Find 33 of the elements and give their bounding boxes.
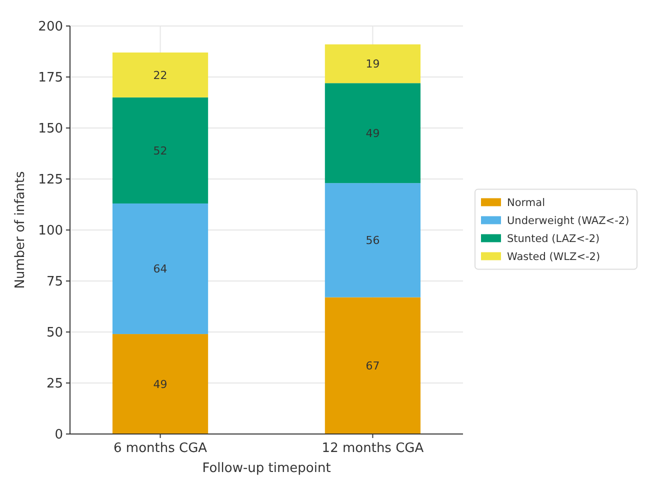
data-label: 67 bbox=[366, 360, 380, 373]
data-label: 64 bbox=[153, 262, 168, 276]
y-tick-label: 0 bbox=[54, 428, 63, 443]
bar bbox=[324, 44, 421, 84]
y-tick-label: 75 bbox=[46, 274, 63, 290]
data-label: 49 bbox=[366, 126, 380, 140]
data-label: 22 bbox=[153, 68, 168, 82]
bar bbox=[324, 83, 421, 184]
bar bbox=[112, 334, 208, 434]
bar bbox=[112, 52, 208, 98]
y-tick-label: 50 bbox=[46, 326, 63, 341]
y-tick-label: 25 bbox=[46, 376, 63, 392]
legend-label: Wasted (WLZ<-2) bbox=[507, 251, 600, 264]
data-label: 49 bbox=[153, 378, 168, 391]
x-axis-title: Follow-up timepoint bbox=[202, 461, 331, 476]
y-tick-label: 150 bbox=[38, 122, 63, 137]
y-tick-label: 100 bbox=[38, 224, 63, 239]
bar bbox=[112, 203, 208, 334]
y-tick-label: 200 bbox=[38, 20, 63, 35]
y-tick-label: 175 bbox=[38, 70, 63, 86]
legend-label: Stunted (LAZ<-2) bbox=[507, 233, 600, 246]
y-tick-label: 125 bbox=[38, 172, 63, 188]
y-axis-title: Number of infants bbox=[13, 171, 28, 289]
data-label: 56 bbox=[366, 234, 380, 248]
legend-label: Normal bbox=[507, 197, 545, 210]
legend-label: Underweight (WAZ<-2) bbox=[507, 215, 630, 228]
x-tick-label: 6 months CGA bbox=[114, 441, 208, 456]
data-label: 52 bbox=[153, 144, 168, 158]
bar bbox=[324, 297, 421, 434]
bar bbox=[324, 183, 421, 298]
bar bbox=[112, 97, 208, 204]
data-label: 19 bbox=[366, 58, 380, 71]
x-tick-label: 12 months CGA bbox=[322, 441, 424, 456]
